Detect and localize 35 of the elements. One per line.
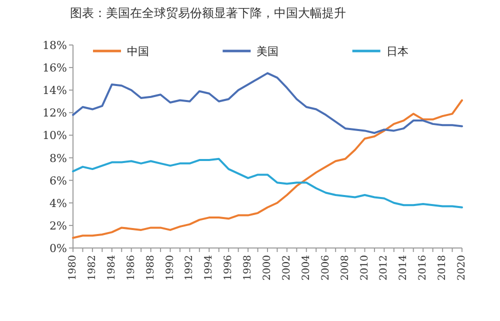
x-tick-label: 2020: [456, 255, 468, 280]
x-tick-label: 2002: [281, 255, 292, 280]
x-tick-label: 1982: [86, 255, 98, 280]
x-tick-label: 2004: [300, 255, 312, 280]
x-tick-label: 1992: [184, 255, 196, 280]
y-tick-label: 0%: [50, 242, 67, 255]
legend-label: 日本: [386, 45, 408, 58]
x-tick-label: 1990: [164, 255, 176, 280]
x-tick-label: 2000: [262, 255, 273, 280]
x-tick-label: 2012: [378, 255, 390, 280]
x-tick-label: 1986: [126, 255, 137, 280]
y-tick-label: 14%: [42, 84, 67, 98]
x-tick-label: 2008: [340, 255, 351, 280]
legend-label: 中国: [127, 45, 149, 58]
y-tick-label: 10%: [42, 129, 67, 142]
legend-label: 美国: [256, 45, 279, 58]
x-tick-label: 2014: [398, 255, 410, 280]
y-tick-label: 8%: [50, 152, 67, 165]
y-tick-label: 18%: [42, 39, 67, 52]
x-tick-label: 2010: [359, 255, 370, 280]
x-tick-label: 2006: [320, 255, 332, 280]
x-tick-label: 1988: [145, 255, 156, 280]
x-tick-label: 1980: [68, 255, 78, 280]
x-tick-label: 1994: [204, 255, 215, 280]
x-tick-label: 1998: [242, 255, 254, 280]
x-tick-label: 1996: [223, 255, 234, 280]
y-tick-label: 12%: [42, 106, 67, 120]
y-tick-label: 4%: [50, 196, 67, 210]
y-tick-label: 6%: [50, 174, 67, 188]
y-tick-label: 2%: [50, 219, 67, 232]
x-tick-label: 2016: [418, 255, 429, 280]
y-tick-label: 16%: [42, 62, 67, 75]
x-tick-label: 1984: [106, 255, 118, 280]
chart-title: 图表：美国在全球贸易份额显著下降，中国大幅提升: [70, 6, 346, 20]
x-tick-label: 2018: [437, 255, 448, 280]
